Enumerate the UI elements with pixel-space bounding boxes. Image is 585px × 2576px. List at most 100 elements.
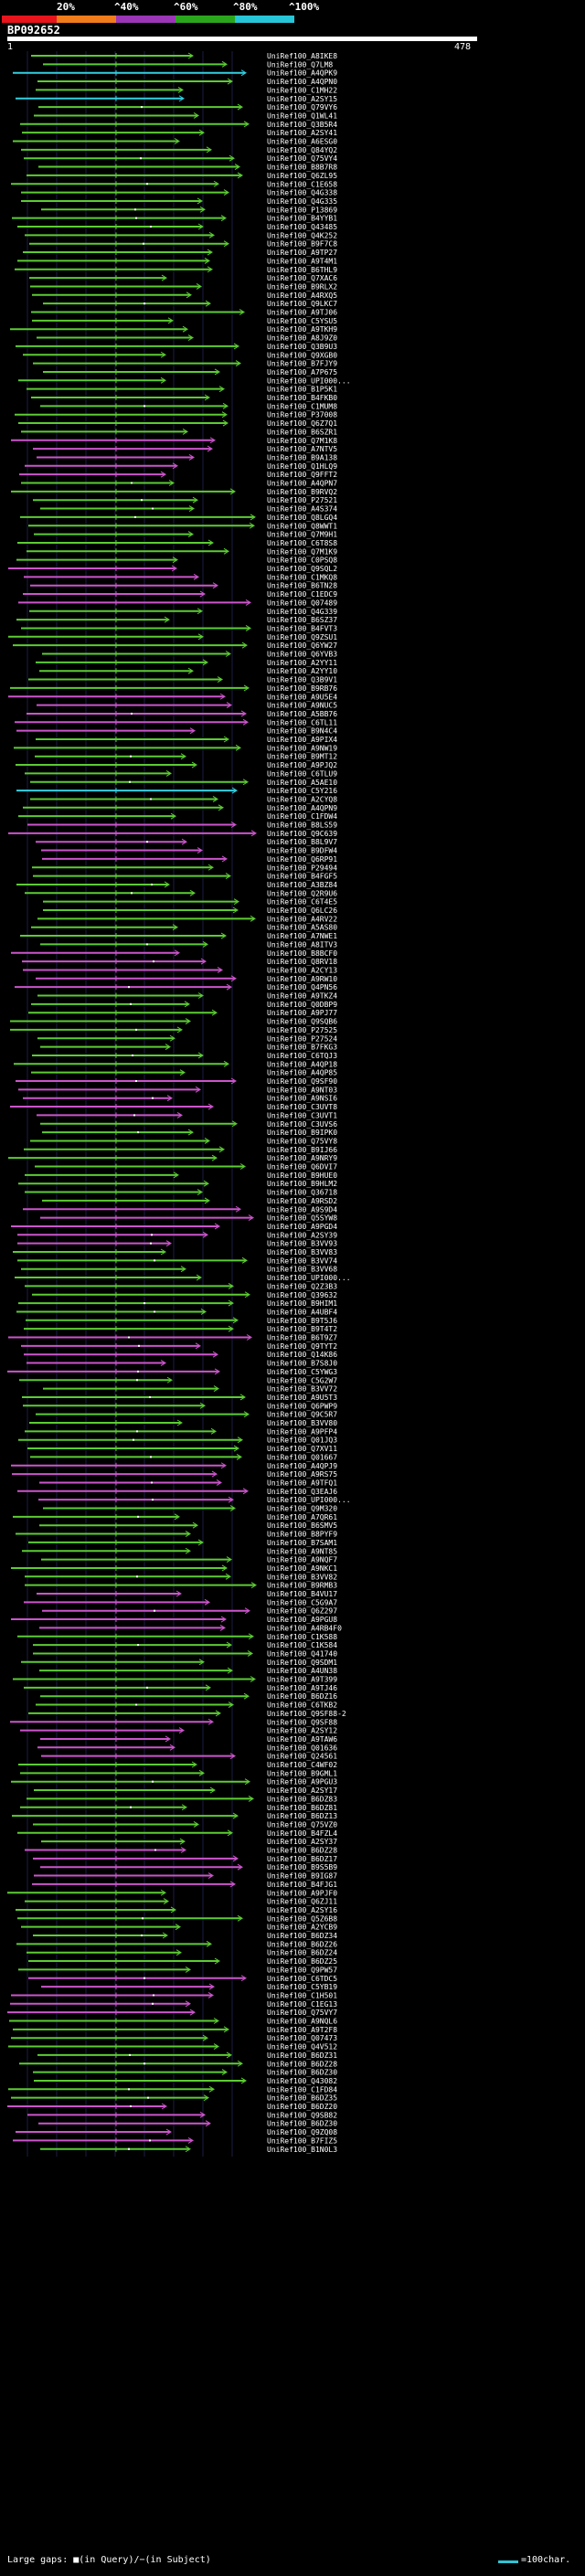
hit-label[interactable]: UniRef100_C5G9A7 bbox=[267, 1598, 337, 1606]
hit-row[interactable]: UniRef100_Q5SYW8 bbox=[40, 1214, 337, 1223]
hit-label[interactable]: UniRef100_B9HIM1 bbox=[267, 1299, 337, 1308]
hit-row[interactable]: UniRef100_Q9ZQ08 bbox=[16, 2128, 337, 2136]
hit-label[interactable]: UniRef100_Q9SF88-2 bbox=[267, 1710, 346, 1718]
hit-row[interactable]: UniRef100_B8PYF9 bbox=[16, 1531, 337, 1539]
hit-row[interactable]: UniRef100_Q43082 bbox=[34, 2077, 337, 2085]
hit-label[interactable]: UniRef100_A9PFP4 bbox=[267, 1427, 337, 1436]
hit-row[interactable]: UniRef100_A7P675 bbox=[43, 368, 337, 376]
hit-row[interactable]: UniRef100_P37008 bbox=[15, 411, 337, 419]
hit-label[interactable]: UniRef100_B4FGF5 bbox=[267, 873, 337, 881]
hit-row[interactable]: UniRef100_A4QPN9 bbox=[23, 804, 337, 812]
hit-label[interactable]: UniRef100_B4FZL4 bbox=[267, 1829, 337, 1838]
hit-row[interactable]: UniRef100_Q9TYT2 bbox=[21, 1342, 337, 1351]
hit-label[interactable]: UniRef100_A2CYQ8 bbox=[267, 795, 337, 803]
hit-row[interactable]: UniRef100_A9T2F8 bbox=[13, 2026, 337, 2034]
hit-label[interactable]: UniRef100_B9F7C8 bbox=[267, 240, 337, 249]
hit-row[interactable]: UniRef100_C5YB19 bbox=[41, 1983, 337, 1991]
hit-row[interactable]: UniRef100_A9NT85 bbox=[22, 1547, 337, 1555]
hit-label[interactable]: UniRef100_Q9TYT2 bbox=[267, 1342, 337, 1351]
hit-row[interactable]: UniRef100_C1MUM8 bbox=[40, 402, 337, 410]
hit-label[interactable]: UniRef100_Q9C639 bbox=[267, 830, 337, 838]
hit-label[interactable]: UniRef100_B4FVT3 bbox=[267, 624, 337, 632]
hit-label[interactable]: UniRef100_C1K588 bbox=[267, 1633, 337, 1641]
hit-row[interactable]: UniRef100_Q9M320 bbox=[43, 1505, 337, 1513]
hit-label[interactable]: UniRef100_Q5Z6B8 bbox=[267, 1914, 337, 1923]
hit-label[interactable]: UniRef100_Q9FFT2 bbox=[267, 471, 337, 479]
hit-label[interactable]: UniRef100_Q43082 bbox=[267, 2077, 337, 2085]
hit-row[interactable]: UniRef100_Q41740 bbox=[33, 1649, 337, 1658]
hit-row[interactable]: UniRef100_B6DZ20 bbox=[7, 2103, 337, 2111]
hit-row[interactable]: UniRef100_Q4K252 bbox=[25, 231, 337, 239]
hit-row[interactable]: UniRef100_B9DFW4 bbox=[41, 847, 337, 855]
hit-row[interactable]: UniRef100_B6DZ83 bbox=[27, 1795, 337, 1803]
hit-row[interactable]: UniRef100_C5YSU5 bbox=[32, 317, 337, 325]
hit-row[interactable]: UniRef100_C5YWG3 bbox=[7, 1368, 337, 1376]
hit-row[interactable]: UniRef100_C0PSQ8 bbox=[16, 557, 337, 565]
hit-row[interactable]: UniRef100_B3VV80 bbox=[29, 1419, 337, 1427]
hit-row[interactable]: UniRef100_Q84YQ2 bbox=[21, 146, 337, 154]
hit-row[interactable]: UniRef100_A2SY17 bbox=[34, 1786, 337, 1795]
hit-row[interactable]: UniRef100_B6DZ26 bbox=[16, 1940, 337, 1948]
hit-label[interactable]: UniRef100_Q5SYW8 bbox=[267, 1214, 337, 1223]
hit-row[interactable]: UniRef100_A4QP18 bbox=[14, 1060, 337, 1068]
hit-label[interactable]: UniRef100_B8LS59 bbox=[267, 822, 337, 830]
hit-row[interactable]: UniRef100_B4YYB1 bbox=[12, 215, 337, 223]
hit-label[interactable]: UniRef100_Q9SQB6 bbox=[267, 1018, 337, 1026]
hit-label[interactable]: UniRef100_Q6LC26 bbox=[267, 906, 337, 915]
hit-label[interactable]: UniRef100_B6DZ28 bbox=[267, 2060, 337, 2068]
hit-row[interactable]: UniRef100_B6DZ30 bbox=[38, 2120, 337, 2128]
hit-label[interactable]: UniRef100_B6DZ17 bbox=[267, 1855, 337, 1863]
hit-row[interactable]: UniRef100_B3VV68 bbox=[21, 1266, 337, 1274]
hit-row[interactable]: UniRef100_B9MT12 bbox=[35, 753, 337, 761]
hit-row[interactable]: UniRef100_B3VV74 bbox=[17, 1256, 337, 1265]
hit-row[interactable]: UniRef100_A2SY39 bbox=[17, 1231, 337, 1239]
hit-row[interactable]: UniRef100_Q9SF88-2 bbox=[28, 1710, 346, 1718]
hit-row[interactable]: UniRef100_A9NQF7 bbox=[41, 1556, 337, 1564]
hit-row[interactable]: UniRef100_Q9XGB0 bbox=[23, 351, 337, 359]
hit-label[interactable]: UniRef100_A9NSI6 bbox=[267, 1095, 337, 1103]
hit-label[interactable]: UniRef100_A2CY13 bbox=[267, 966, 337, 974]
hit-row[interactable]: UniRef100_Q4G338 bbox=[21, 189, 337, 197]
hit-row[interactable]: UniRef100_A4RV22 bbox=[37, 915, 337, 923]
hit-label[interactable]: UniRef100_A2SY17 bbox=[267, 1786, 337, 1795]
hit-row[interactable]: UniRef100_B4FZL4 bbox=[17, 1829, 337, 1838]
hit-row[interactable]: UniRef100_B8B7R8 bbox=[38, 164, 337, 172]
hit-label[interactable]: UniRef100_A2SY16 bbox=[267, 1906, 337, 1914]
hit-label[interactable]: UniRef100_A2YY10 bbox=[267, 667, 337, 675]
hit-row[interactable]: UniRef100_C6TQJ3 bbox=[32, 1052, 337, 1060]
hit-row[interactable]: UniRef100_A4RB4F0 bbox=[39, 1624, 342, 1632]
hit-label[interactable]: UniRef100_B9RVQ2 bbox=[267, 488, 337, 496]
hit-row[interactable]: UniRef100_C3UVT8 bbox=[10, 1103, 337, 1111]
hit-row[interactable]: UniRef100_P27525 bbox=[10, 1026, 337, 1034]
hit-row[interactable]: UniRef100_C5G2W7 bbox=[19, 1376, 337, 1384]
hit-label[interactable]: UniRef100_C1H501 bbox=[267, 1991, 337, 1999]
hit-row[interactable]: UniRef100_A9PIX4 bbox=[36, 736, 337, 744]
hit-row[interactable]: UniRef100_A3BZ84 bbox=[16, 881, 337, 889]
hit-row[interactable]: UniRef100_B3VV82 bbox=[25, 1573, 337, 1581]
hit-row[interactable]: UniRef100_UPI000... bbox=[18, 376, 351, 385]
hit-label[interactable]: UniRef100_Q75VY8 bbox=[267, 1137, 337, 1145]
hit-row[interactable]: UniRef100_Q01667 bbox=[30, 1453, 337, 1461]
hit-label[interactable]: UniRef100_B6DZ30 bbox=[267, 2120, 337, 2128]
hit-row[interactable]: UniRef100_A9U5T3 bbox=[22, 1394, 337, 1402]
hit-label[interactable]: UniRef100_Q1WL41 bbox=[267, 111, 337, 120]
hit-row[interactable]: UniRef100_Q6YVB3 bbox=[42, 651, 337, 659]
hit-row[interactable]: UniRef100_Q9ZSU1 bbox=[8, 633, 337, 641]
hit-label[interactable]: UniRef100_Q7XV11 bbox=[267, 1445, 337, 1453]
hit-label[interactable]: UniRef100_A2YCB9 bbox=[267, 1924, 337, 1932]
hit-label[interactable]: UniRef100_A5AE10 bbox=[267, 779, 337, 787]
hit-row[interactable]: UniRef100_Q6PWP9 bbox=[23, 1402, 337, 1410]
hit-label[interactable]: UniRef100_A9S9D4 bbox=[267, 1205, 337, 1214]
hit-row[interactable]: UniRef100_Q79VY6 bbox=[38, 103, 337, 111]
hit-label[interactable]: UniRef100_C3UVT1 bbox=[267, 1111, 337, 1119]
hit-label[interactable]: UniRef100_Q3B9V1 bbox=[267, 676, 337, 684]
hit-row[interactable]: UniRef100_C1MKQ8 bbox=[24, 573, 337, 581]
hit-row[interactable]: UniRef100_C1EG13 bbox=[10, 2000, 337, 2009]
hit-label[interactable]: UniRef100_B9IPK0 bbox=[267, 1129, 337, 1137]
hit-row[interactable]: UniRef100_A9TFQ1 bbox=[39, 1479, 337, 1487]
hit-label[interactable]: UniRef100_Q9C5R7 bbox=[267, 1411, 337, 1419]
hit-row[interactable]: UniRef100_C4WF02 bbox=[18, 1761, 337, 1769]
hit-label[interactable]: UniRef100_A4RV22 bbox=[267, 915, 337, 923]
hit-row[interactable]: UniRef100_Q3EAJ6 bbox=[17, 1488, 337, 1496]
hit-label[interactable]: UniRef100_UPI000... bbox=[267, 1274, 351, 1282]
